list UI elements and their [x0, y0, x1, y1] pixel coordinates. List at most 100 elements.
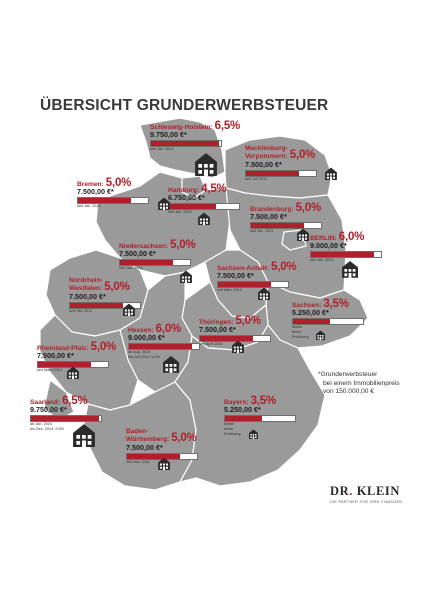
- state-name: Sachsen-Anhalt: 5,0%: [217, 261, 297, 273]
- state-name-text: Thüringen:: [199, 319, 234, 326]
- state-name: Bremen: 5,0%: [77, 177, 149, 189]
- page-title: ÜBERSICHT GRUNDERWERBSTEUER: [40, 97, 329, 114]
- state-name-text: Rheinland-Pfalz:: [37, 345, 89, 352]
- state-name: Saarland: 6,5%: [30, 395, 102, 407]
- state-price: 5.250,00 €*: [224, 405, 261, 415]
- legend-line-2: bei einem Immobilienpreis: [323, 379, 400, 387]
- state-name-line1: Nordrhein-: [69, 277, 103, 284]
- state-label-thueringen: Thüringen: 5,0% 7.500,00 €* seit April 2011: [199, 315, 271, 347]
- state-bar-fill: [169, 204, 217, 210]
- state-name-text: Schleswig-Holstein:: [150, 124, 213, 131]
- state-bar-fill: [70, 302, 123, 308]
- state-name-text: Hamburg:: [168, 187, 200, 194]
- state-bar: [150, 140, 222, 148]
- house-icon: [73, 423, 95, 452]
- house-icon: [123, 303, 135, 321]
- state-rate: 5,0%: [171, 432, 197, 445]
- state-rate: 3,5%: [323, 298, 349, 310]
- state-note: seit Jan. 2014: [150, 147, 174, 152]
- state-bar-fill: [38, 362, 91, 368]
- state-rate: 3,5%: [250, 395, 277, 407]
- state-bar: [69, 301, 141, 309]
- state-note: seit Jan. 2014: [119, 266, 143, 271]
- state-name: Hessen: 6,0%: [128, 323, 200, 335]
- state-note: Erhöhung: [224, 431, 241, 436]
- state-note: seit Nov. 2011: [126, 459, 150, 464]
- house-icon: [195, 152, 217, 181]
- legend-line-3: von 150.000,00 €: [323, 388, 374, 396]
- state-note: keine: [224, 427, 234, 431]
- house-icon: [158, 457, 170, 475]
- state-note: bis Juli 2014: 5,0%: [128, 355, 160, 359]
- state-name-line2: Vorpommern: 5,0%: [245, 150, 317, 162]
- state-bar: [224, 415, 296, 423]
- state-name-text: Bremen:: [77, 181, 104, 188]
- state-bar-fill: [251, 223, 304, 229]
- state-name-line2: Württemberg: 5,0%: [126, 432, 198, 445]
- state-price: 7.500,00 €*: [126, 442, 163, 452]
- state-rate: 5,0%: [170, 239, 196, 251]
- brand-tagline: DIE PARTNER FÜR IHRE FINANZEN: [330, 500, 403, 504]
- house-icon: [258, 287, 270, 305]
- state-rate: 4,5%: [201, 183, 227, 195]
- state-bar-fill: [311, 252, 374, 258]
- house-icon: [232, 340, 244, 358]
- state-label-bremen: Bremen: 5,0% 7.500,00 €* seit Jan. 2014: [77, 177, 149, 209]
- state-note: ab Jan. 2015: [30, 422, 52, 427]
- state-name: Hamburg: 4,5%: [168, 183, 240, 195]
- state-name: Nordrhein- Westfalen: 5,0%: [69, 277, 141, 293]
- house-icon: [67, 366, 79, 384]
- state-note: bisher: [292, 325, 303, 330]
- state-label-mecklenburg-vorpommern: Mecklenburg- Vorpommern: 5,0% 7.500,00 €* se…: [245, 145, 317, 181]
- state-note: seit Jan. 2014: [310, 258, 334, 263]
- state-bar: [217, 281, 289, 289]
- state-note: seit Jan. 2009: [168, 210, 192, 215]
- state-bar-fill: [120, 260, 173, 266]
- state-price: 7.500,00 €*: [69, 291, 106, 301]
- house-icon: [180, 270, 192, 288]
- state-name-text: Sachsen:: [292, 302, 322, 309]
- state-note: ab Aug. 2014: [128, 350, 151, 355]
- state-name-text: Niedersachsen:: [119, 243, 169, 250]
- map-bayern: [174, 324, 326, 487]
- state-bar: [245, 169, 317, 177]
- state-bar: [310, 251, 382, 259]
- state-rate: 5,0%: [105, 177, 132, 189]
- state-name: Thüringen: 5,0%: [199, 315, 271, 327]
- state-bar-fill: [225, 416, 262, 422]
- state-bar: [199, 335, 271, 343]
- brand-name-part1: DR: [330, 484, 350, 498]
- state-rate: 5,0%: [235, 315, 261, 327]
- brand-name-part2: KLEIN: [353, 484, 401, 498]
- state-name-text: Saarland:: [30, 399, 61, 406]
- state-name-text: Bayern:: [224, 399, 249, 406]
- state-bar-fill: [78, 198, 131, 204]
- brand-name-dot: .: [349, 484, 353, 498]
- state-name-line2-text: Württemberg:: [126, 436, 170, 444]
- state-rate: 6,0%: [155, 323, 182, 335]
- state-rate: 6,0%: [338, 231, 365, 243]
- state-bar-fill: [151, 141, 220, 147]
- house-icon: [198, 212, 210, 230]
- state-bar-fill: [129, 344, 192, 350]
- house-icon: [342, 260, 358, 283]
- state-name: Mecklenburg- Vorpommern: 5,0%: [245, 145, 317, 161]
- state-price: 9.750,00 €*: [30, 405, 67, 415]
- state-note: seit Jan. 2014: [77, 204, 101, 209]
- state-label-niedersachsen: Niedersachsen: 5,0% 7.500,00 €* seit Jan. 2…: [119, 239, 196, 271]
- state-bar: [292, 318, 364, 326]
- state-bar: [119, 259, 191, 267]
- state-rate: 6,5%: [214, 120, 241, 132]
- state-bar: [250, 222, 322, 230]
- state-label-schleswig-holstein: Schleswig-Holstein: 6,5% 9.750,00 €* seit J…: [150, 120, 241, 152]
- state-rate: 5,0%: [295, 202, 322, 214]
- state-price: 6.750,00 €*: [168, 193, 205, 203]
- state-note: seit Okt. 2011: [69, 308, 93, 313]
- state-name-line2-text: Vorpommern:: [245, 153, 288, 161]
- state-label-berlin: BERLIN: 6,0% 9.000,00 €* seit Jan. 2014: [310, 231, 382, 263]
- legend-line-1: *Grunderwerbsteuer: [318, 371, 378, 378]
- state-name-line1: Baden-: [126, 428, 149, 435]
- state-name: Schleswig-Holstein: 6,5%: [150, 120, 241, 132]
- state-rate: 6,5%: [62, 395, 88, 407]
- house-icon: [297, 228, 309, 246]
